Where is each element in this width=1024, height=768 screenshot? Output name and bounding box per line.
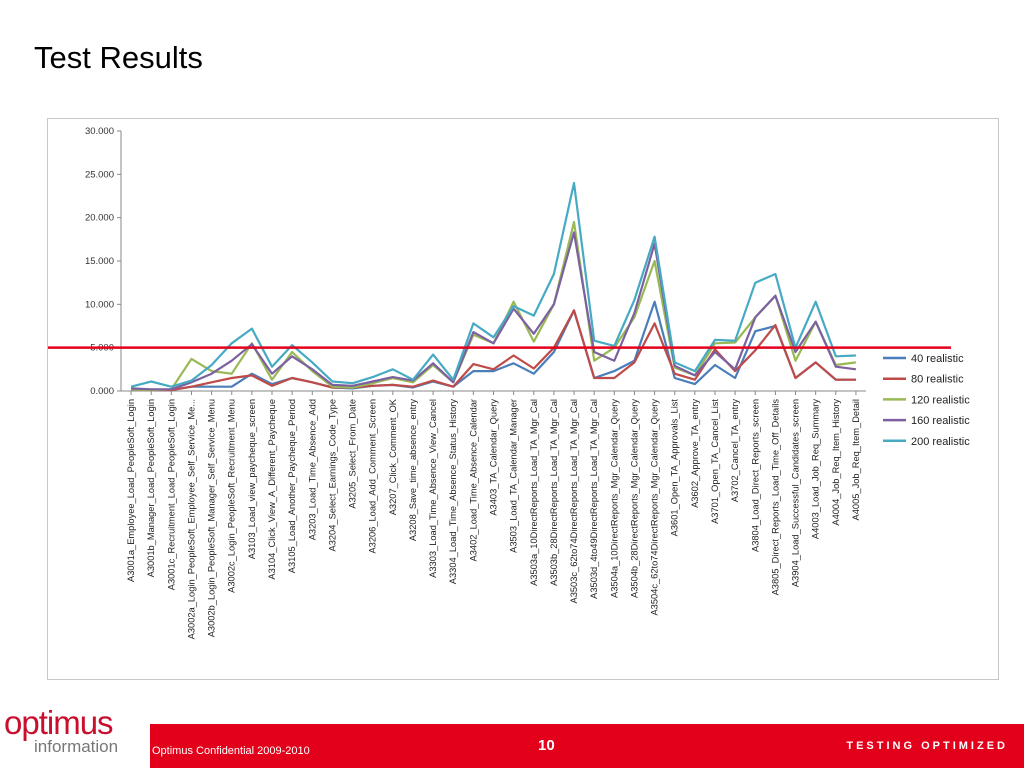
x-tick-label: A3702_Cancel_TA_entry bbox=[730, 399, 740, 503]
x-tick-label: A3204_Select_Earnings_Code_Type bbox=[327, 399, 337, 551]
y-tick-label: 25.000 bbox=[85, 169, 114, 180]
footer-bar bbox=[150, 724, 1024, 768]
x-tick-label: A3001b_Manager_Load_PeopleSoft_Login bbox=[146, 399, 156, 577]
logo-sub-text: information bbox=[34, 737, 119, 756]
x-tick-label: A3503c_62to74DirectReports_Load_TA_Mgr_C… bbox=[569, 399, 579, 603]
x-tick-label: A4004_Job_Req_Item_History bbox=[831, 399, 841, 526]
series-line bbox=[131, 309, 856, 392]
footer-confidential: Optimus Confidential 2009-2010 bbox=[152, 745, 310, 757]
series-line bbox=[130, 181, 856, 388]
x-tick-label: A3403_TA_Calendar_Query bbox=[489, 399, 499, 516]
legend-label: 40 realistic bbox=[911, 353, 964, 365]
series-line bbox=[131, 231, 857, 391]
x-tick-label: A3304_Load_Time_Absence_Status_History bbox=[448, 399, 458, 585]
legend-label: 200 realistic bbox=[911, 436, 970, 448]
legend-label: 80 realistic bbox=[911, 374, 964, 386]
slide-title: Test Results bbox=[34, 40, 203, 75]
x-tick-label: A3503b_28DirectReports_Load_TA_Mgr_Cal bbox=[549, 399, 559, 586]
x-tick-label: A3206_Load_Add_Comment_Screen bbox=[368, 399, 378, 554]
x-tick-label: A3104_Click_View_A_Different_Paycheque bbox=[267, 399, 277, 580]
line-chart: 0.0005.00010.00015.00020.00025.00030.000… bbox=[48, 126, 970, 639]
x-tick-label: A3105_Load_Another_Paycheque_Period bbox=[287, 399, 297, 573]
x-tick-label: A3701_Open_TA_Cancel_List bbox=[710, 399, 720, 524]
x-tick-label: A3504b_28DirectReports_Mgr_Calendar_Quer… bbox=[629, 399, 639, 598]
x-tick-label: A3503d_4to49DirectReports_Load_TA_Mgr_Ca… bbox=[589, 399, 599, 599]
x-tick-label: A3503_Load_TA_Calendar_Manager bbox=[509, 399, 519, 553]
x-tick-label: A3203_Load_Time_Absence_Add bbox=[307, 399, 317, 540]
x-tick-label: A3402_Load_Time_Absence_Calendar bbox=[468, 399, 478, 561]
logo-main-text: optimus bbox=[4, 704, 114, 741]
x-tick-label: A3208_Save_time_absence_entry bbox=[408, 399, 418, 541]
y-tick-label: 15.000 bbox=[85, 256, 114, 267]
y-tick-label: 20.000 bbox=[85, 213, 114, 224]
x-tick-label: A3503a_10DirectReports_Load_TA_Mgr_Cal bbox=[529, 399, 539, 586]
x-tick-label: A3002c_Login_PeopleSoft_Recruitment_Menu bbox=[227, 399, 237, 593]
x-tick-label: A3504a_10DirectReports_Mgr_Calendar_Quer… bbox=[609, 399, 619, 598]
y-tick-label: 0.000 bbox=[90, 386, 114, 397]
x-tick-label: A3002b_Login_PeopleSoft_Manager_Self_Ser… bbox=[207, 399, 217, 637]
y-tick-label: 10.000 bbox=[85, 299, 114, 310]
series-line bbox=[131, 300, 856, 392]
x-tick-label: A3205_Select_From_Date bbox=[348, 399, 358, 509]
x-tick-label: A4003_Load_Job_Req_Summary bbox=[811, 399, 821, 539]
x-tick-label: A3904_Load_Successful_Candidates_screen bbox=[791, 399, 801, 587]
chart-frame: 0.0005.00010.00015.00020.00025.00030.000… bbox=[47, 118, 999, 680]
x-tick-label: A4005_Job_Req_Item_Detail bbox=[851, 399, 861, 520]
x-tick-label: A3303_Load_Time_Absence_View_Cancel bbox=[428, 399, 438, 578]
x-tick-label: A3103_Load_view_paycheque_screen bbox=[247, 399, 257, 559]
x-tick-label: A3001a_Employee_Load_PeopleSoft_Login bbox=[126, 399, 136, 582]
x-tick-label: A3805_Direct_Reports_Load_Time_Off_Detai… bbox=[770, 399, 780, 596]
optimus-logo: optimus information bbox=[4, 706, 144, 762]
x-tick-label: A3001c_Recruitment_Load_PeopleSoft_Login bbox=[166, 399, 176, 590]
footer-tagline: TESTING OPTIMIZED bbox=[846, 740, 1008, 752]
x-tick-label: A3002a_Login_PeopleSoft_Employee_Self_Se… bbox=[186, 399, 196, 639]
y-tick-label: 30.000 bbox=[85, 126, 114, 137]
x-tick-label: A3504c_62to74DirectReports_Mgr_Calendar_… bbox=[650, 399, 660, 616]
x-tick-label: A3207_Click_Comment_OK bbox=[388, 398, 398, 515]
x-tick-label: A3804_Load_Direct_Reports_screen bbox=[750, 399, 760, 552]
legend-label: 120 realistic bbox=[911, 394, 970, 406]
x-tick-label: A3602_Approve_TA_entry bbox=[690, 399, 700, 508]
legend-label: 160 realistic bbox=[911, 415, 970, 427]
page-number: 10 bbox=[538, 737, 555, 754]
x-tick-label: A3601_Open_TA_Approvals_List bbox=[670, 399, 680, 537]
